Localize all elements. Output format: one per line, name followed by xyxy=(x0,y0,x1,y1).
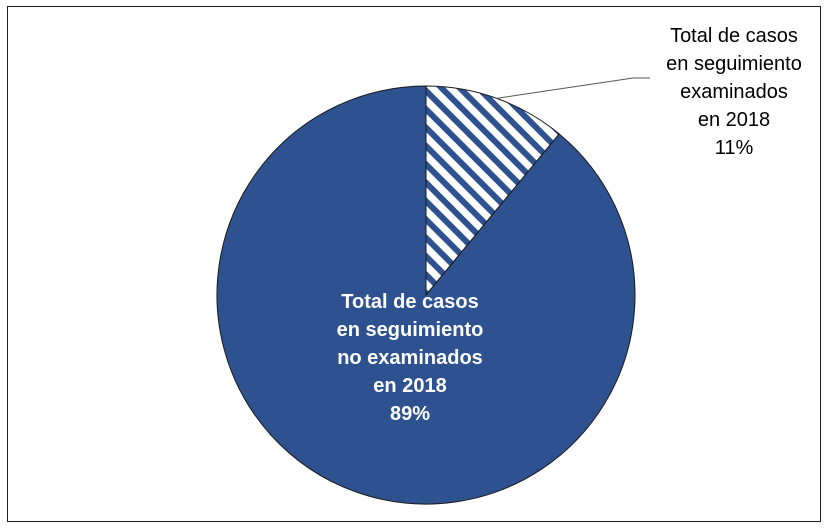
data-label-1-line-0: Total de casos xyxy=(341,291,478,313)
data-label-0-line-2: examinados xyxy=(680,81,788,103)
data-label-1: Total de casos en seguimiento no examinado… xyxy=(337,291,484,425)
data-label-0-line-1: en seguimiento xyxy=(666,53,802,75)
data-label-1-line-4: 89% xyxy=(390,403,430,425)
data-label-0-line-0: Total de casos xyxy=(670,25,798,47)
data-label-0: Total de casos en seguimiento examinados en… xyxy=(666,25,802,159)
data-label-0-line-4: 11% xyxy=(715,137,754,159)
data-label-1-line-2: no examinados xyxy=(337,347,483,369)
leader-line-0 xyxy=(496,77,650,99)
data-label-0-line-3: en 2018 xyxy=(698,109,770,131)
data-label-1-line-3: en 2018 xyxy=(373,375,446,397)
data-label-1-line-1: en seguimiento xyxy=(337,319,484,341)
pie-slice-1 xyxy=(216,85,636,505)
